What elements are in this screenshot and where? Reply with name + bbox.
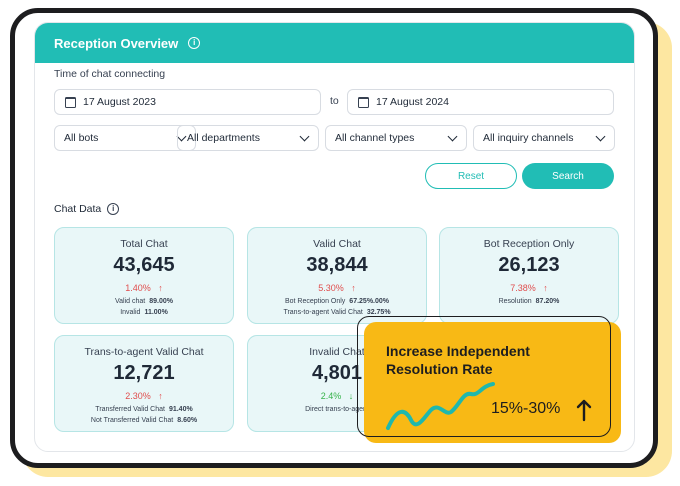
time-filter-label: Time of chat connecting xyxy=(54,68,166,80)
page-title: Reception Overview xyxy=(54,35,179,51)
departments-select-value: All departments xyxy=(187,132,260,144)
departments-select[interactable]: All departments xyxy=(177,125,319,151)
start-date-value: 17 August 2023 xyxy=(83,96,156,108)
card-change: 5.30% ↑ xyxy=(248,283,426,293)
card-change: 1.40% ↑ xyxy=(55,283,233,293)
info-icon[interactable]: i xyxy=(107,203,120,215)
bots-select[interactable]: All bots xyxy=(54,125,196,151)
card-detail: Resolution 87.20% xyxy=(440,298,618,305)
card-detail: Bot Reception Only 67.25%.00% xyxy=(248,298,426,305)
card-detail-label: Direct trans-to-agent xyxy=(305,406,369,413)
card-change-value: 5.30% xyxy=(318,283,344,293)
card-detail-value: 8.60% xyxy=(177,417,198,424)
card-change-value: 2.4% xyxy=(320,391,342,401)
card-detail-value: 89.00% xyxy=(149,298,173,305)
chevron-down-icon xyxy=(299,131,310,141)
card-change-value: 2.30% xyxy=(125,391,151,401)
card-change-value: 1.40% xyxy=(125,283,151,293)
panel-header: Reception Overview i xyxy=(35,23,634,63)
trans-to-agent-valid-chat-card: Trans-to-agent Valid Chat 12,721 2.30% ↑… xyxy=(54,335,234,432)
info-icon[interactable]: i xyxy=(188,37,201,49)
bots-select-value: All bots xyxy=(64,132,99,144)
date-range-separator: to xyxy=(330,95,339,107)
card-detail-label: Trans-to-agent Valid Chat xyxy=(283,309,363,316)
total-chat-card: Total Chat 43,645 1.40% ↑ Valid chat 89.0… xyxy=(54,227,234,324)
card-detail-label: Resolution xyxy=(498,298,532,305)
calendar-icon xyxy=(358,96,369,108)
inquiry-channels-select-value: All inquiry channels xyxy=(483,132,574,144)
promo-value: 15%-30% xyxy=(491,400,561,417)
arrow-down-icon: ↓ xyxy=(343,391,354,401)
card-value: 26,123 xyxy=(498,254,560,276)
reset-button[interactable]: Reset xyxy=(425,163,517,189)
promo-card-outline xyxy=(357,316,611,437)
valid-chat-card: Valid Chat 38,844 5.30% ↑ Bot Reception … xyxy=(247,227,427,324)
start-date-field[interactable]: 17 August 2023 xyxy=(54,89,321,115)
card-detail-value: 67.25%.00% xyxy=(349,298,389,305)
card-value: 4,801 xyxy=(311,362,363,384)
card-detail: Transferred Valid Chat 91.40% xyxy=(55,406,233,413)
card-title: Total Chat xyxy=(120,238,168,250)
chevron-down-icon xyxy=(595,131,606,141)
card-detail-label: Invalid xyxy=(120,309,141,316)
card-value: 43,645 xyxy=(113,254,175,276)
card-detail-label: Not Transferred Valid Chat xyxy=(90,417,174,424)
card-detail-value: 91.40% xyxy=(168,406,193,413)
card-detail: Trans-to-agent Valid Chat 32.75% xyxy=(248,309,426,316)
card-value: 38,844 xyxy=(306,254,368,276)
bot-reception-only-card: Bot Reception Only 26,123 7.38% ↑ Resolu… xyxy=(439,227,619,324)
arrow-up-icon: ↑ xyxy=(346,283,356,293)
end-date-field[interactable]: 17 August 2024 xyxy=(347,89,614,115)
card-detail-value: 11.00% xyxy=(144,309,168,316)
arrow-up-icon xyxy=(576,399,592,422)
card-change: 2.4% ↓ xyxy=(248,391,426,401)
inquiry-channels-select[interactable]: All inquiry channels xyxy=(473,125,615,151)
card-change-value: 7.38% xyxy=(510,283,536,293)
card-value: 12,721 xyxy=(113,362,175,384)
card-title: Invalid Chat xyxy=(309,346,365,358)
arrow-up-icon: ↑ xyxy=(153,391,163,401)
calendar-icon xyxy=(65,96,76,108)
chat-data-title: Chat Data xyxy=(54,203,102,215)
card-detail-value: 87.20% xyxy=(535,298,560,305)
search-button[interactable]: Search xyxy=(522,163,614,189)
wave-icon xyxy=(386,382,495,430)
card-change: 7.38% ↑ xyxy=(440,283,618,293)
channel-types-select-value: All channel types xyxy=(335,132,415,144)
card-detail: Invalid 11.00% xyxy=(55,309,233,316)
card-detail-label: Transferred Valid Chat xyxy=(95,406,165,413)
card-title: Valid Chat xyxy=(313,238,361,250)
card-detail-label: Bot Reception Only xyxy=(284,298,346,305)
chat-data-label: Chat Data i xyxy=(54,203,120,215)
arrow-up-icon: ↑ xyxy=(538,283,548,293)
card-detail: Not Transferred Valid Chat 8.60% xyxy=(55,417,233,424)
card-detail: Valid chat 89.00% xyxy=(55,298,233,305)
card-title: Trans-to-agent Valid Chat xyxy=(84,346,204,358)
card-title: Bot Reception Only xyxy=(483,238,575,250)
end-date-value: 17 August 2024 xyxy=(376,96,449,108)
card-detail-label: Valid chat xyxy=(115,298,146,305)
promo-title: Increase Independent Resolution Rate xyxy=(386,343,530,377)
card-detail: Direct trans-to-agent xyxy=(248,406,426,413)
card-change: 2.30% ↑ xyxy=(55,391,233,401)
arrow-up-icon: ↑ xyxy=(153,283,163,293)
chevron-down-icon xyxy=(447,131,458,141)
channel-types-select[interactable]: All channel types xyxy=(325,125,467,151)
card-detail-value: 32.75% xyxy=(366,309,391,316)
